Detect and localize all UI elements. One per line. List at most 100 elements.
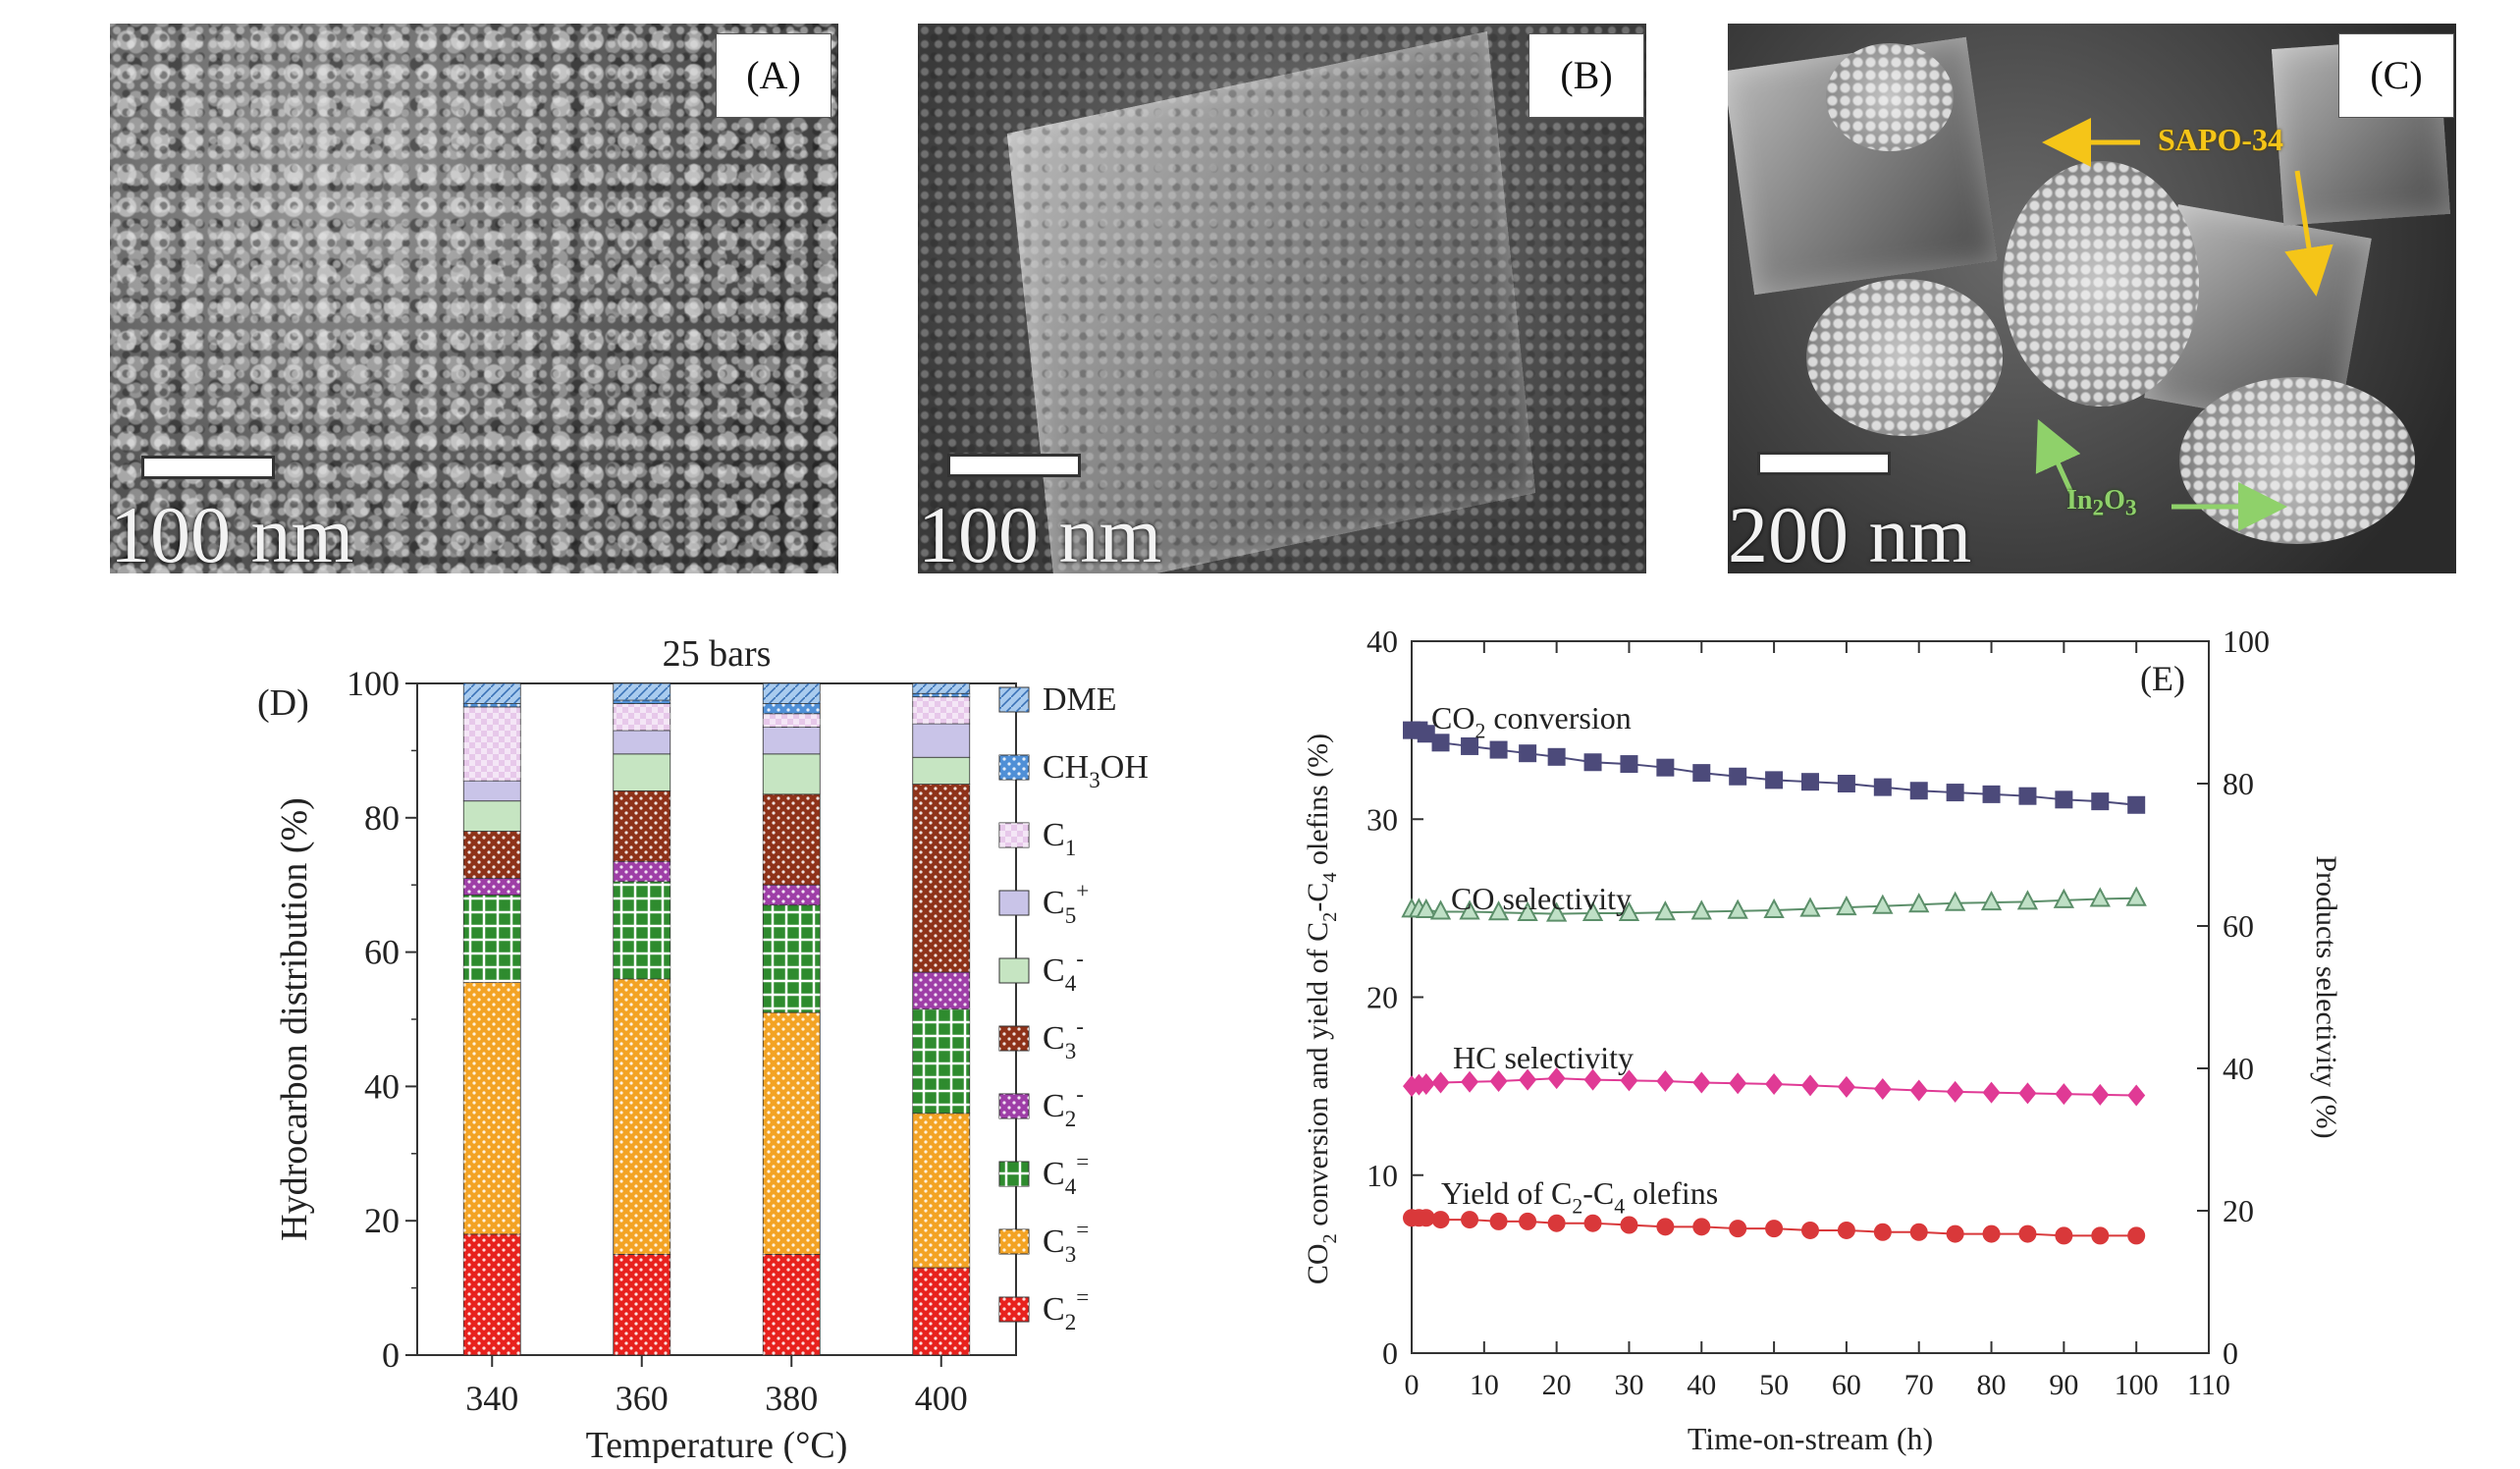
- data-point: [1417, 725, 1435, 743]
- bar-segment: [613, 860, 671, 883]
- data-point: [1982, 785, 2001, 803]
- legend-item: CH3OH: [998, 749, 1149, 793]
- bar-segment: [462, 682, 521, 704]
- bar-segment: [613, 790, 671, 862]
- x-tick-label: 10: [1470, 1369, 1499, 1401]
- bar-segment: [462, 780, 521, 802]
- data-point: [2125, 886, 2147, 906]
- scale-text-c: 200 nm: [1728, 490, 1972, 574]
- bar-segment: [762, 727, 821, 755]
- x-tick-label: 80: [1977, 1369, 2007, 1401]
- legend-item: C4=: [998, 1150, 1089, 1201]
- data-point: [1909, 1223, 1928, 1241]
- bar-segment: [912, 692, 971, 698]
- data-point: [2018, 1224, 2037, 1243]
- scale-bar-a: [141, 456, 275, 479]
- data-point: [1873, 1078, 1892, 1101]
- data-point: [1620, 755, 1638, 774]
- data-point: [1729, 1072, 1747, 1095]
- x-tick-label: 30: [1614, 1369, 1643, 1401]
- x-tick-label: 60: [1832, 1369, 1861, 1401]
- bar-segment: [462, 877, 521, 896]
- data-point: [1872, 894, 1894, 914]
- y-right-tick-label: 60: [2223, 908, 2254, 944]
- data-point: [1545, 901, 1568, 922]
- y-left-tick-label: 10: [1367, 1158, 1398, 1193]
- legend-item: C3-: [998, 1014, 1084, 1065]
- data-point: [1873, 778, 1892, 796]
- legend-label: DME: [1043, 681, 1117, 718]
- y-tick-label: 80: [364, 798, 400, 838]
- data-point: [1429, 899, 1452, 920]
- x-tick-label: 100: [2115, 1369, 2159, 1401]
- bar-segment: [762, 1254, 821, 1356]
- data-point: [1946, 1080, 1964, 1103]
- legend-item: C2=: [998, 1285, 1089, 1335]
- x-tick-label: 380: [765, 1379, 818, 1418]
- data-point: [1582, 900, 1604, 921]
- x-tick-label: 340: [465, 1379, 518, 1418]
- x-tick-label: 20: [1542, 1369, 1572, 1401]
- bar-segment: [613, 978, 671, 1255]
- panel-label-d: (D): [257, 682, 309, 724]
- bar-segment: [912, 1008, 971, 1115]
- time-on-stream-chart: 0 10 20 30 40 50 60 70 80 90 100 110010203040020406…: [1302, 624, 2342, 1456]
- bar-segment: [462, 895, 521, 983]
- data-point: [1583, 1214, 1602, 1232]
- x-tick-label: 400: [915, 1379, 968, 1418]
- data-point: [1908, 893, 1930, 913]
- data-point: [1690, 899, 1712, 920]
- data-point: [1982, 1081, 2001, 1104]
- panel-label-b: (B): [1528, 33, 1644, 118]
- x-tick-label: 110: [2187, 1369, 2230, 1401]
- data-point: [1487, 900, 1510, 921]
- legend-label: C4=: [1043, 1150, 1089, 1201]
- y-left-tick-label: 20: [1367, 980, 1398, 1015]
- y-right-axis-label: Products selectivity (%): [2310, 855, 2342, 1138]
- legend-label: C3=: [1043, 1218, 1089, 1269]
- y-tick-label: 60: [364, 933, 400, 972]
- data-point: [1416, 898, 1437, 919]
- bar-segment: [912, 784, 971, 973]
- bar-segment: [912, 1113, 971, 1269]
- legend-label: C5+: [1043, 879, 1089, 930]
- series-label: CO selectivity: [1451, 881, 1632, 916]
- scale-text-a: 100 nm: [110, 490, 354, 574]
- data-point: [1654, 900, 1677, 921]
- x-tick-label: 70: [1904, 1369, 1934, 1401]
- legend-item: C4-: [998, 947, 1084, 997]
- sem-image-c: (C) 200 nm SAPO-34 In2O3: [1728, 24, 2456, 573]
- sapo-annotation: SAPO-34: [2158, 122, 2283, 157]
- data-point: [1547, 1067, 1566, 1090]
- bar-segment: [462, 703, 521, 708]
- legend-item: C1: [998, 817, 1076, 861]
- legend-item: DME: [998, 681, 1117, 718]
- data-point: [1618, 900, 1640, 921]
- sem-image-a: (A) 100 nm: [110, 24, 838, 573]
- data-point: [1489, 740, 1508, 759]
- y-tick-label: 20: [364, 1201, 400, 1240]
- x-tick-label: 50: [1759, 1369, 1789, 1401]
- data-point: [1431, 1211, 1450, 1229]
- data-point: [1873, 1223, 1892, 1241]
- bar-segment: [912, 723, 971, 758]
- bar-segment: [912, 696, 971, 725]
- x-tick-label: 40: [1687, 1369, 1716, 1401]
- stacked-bar-chart: 340 360 380 400 0 20 40 60 80 100 25 bars (D) Temper…: [257, 633, 1149, 1463]
- bar-segment: [613, 682, 671, 701]
- data-point: [2127, 1226, 2146, 1245]
- data-point: [1656, 1218, 1675, 1236]
- bar-segment: [762, 682, 821, 704]
- legend-label: C2-: [1043, 1082, 1084, 1133]
- bar-segment: [762, 793, 821, 886]
- data-point: [1946, 784, 1964, 802]
- data-point: [1417, 1209, 1435, 1227]
- data-point: [1461, 1070, 1479, 1093]
- legend-label: C3-: [1043, 1014, 1084, 1065]
- scale-text-b: 100 nm: [918, 490, 1162, 574]
- y-left-axis-label: CO2 conversion and yield of C2-C4 olefin…: [1302, 734, 1341, 1284]
- data-point: [1583, 753, 1602, 772]
- bar-segment: [762, 1011, 821, 1255]
- bar-segment: [462, 706, 521, 782]
- scale-bar-b: [947, 454, 1081, 477]
